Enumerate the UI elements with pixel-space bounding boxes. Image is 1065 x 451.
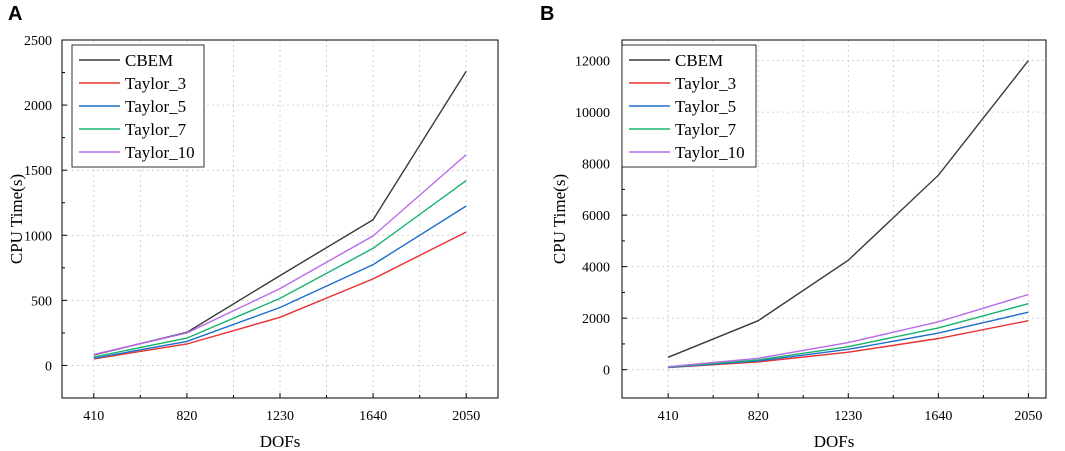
chart-a-y-tick-label: 500 bbox=[31, 294, 52, 309]
chart-a-y-tick-label: 2500 bbox=[24, 34, 52, 49]
chart-b-y-tick-label: 2000 bbox=[582, 312, 610, 327]
chart-a-x-tick-label: 410 bbox=[83, 409, 104, 424]
chart-b-y-tick-label: 12000 bbox=[575, 55, 610, 70]
chart-a-x-tick-label: 820 bbox=[176, 409, 197, 424]
chart-b-series-line-taylor-10 bbox=[668, 293, 1029, 368]
chart-a-legend-label-taylor-10: Taylor_10 bbox=[125, 143, 195, 162]
chart-a-series-line-taylor-5 bbox=[93, 205, 467, 359]
chart-b-x-tick-label: 1640 bbox=[924, 409, 952, 424]
chart-a-x-axis-title: DOFs bbox=[260, 432, 301, 451]
chart-a-series-line-taylor-10 bbox=[93, 154, 467, 356]
chart-b-x-tick-label: 820 bbox=[748, 409, 769, 424]
chart-b-series-line-taylor-5 bbox=[668, 311, 1029, 369]
chart-b-x-tick-label: 2050 bbox=[1014, 409, 1042, 424]
chart-b-x-tick-label: 410 bbox=[658, 409, 679, 424]
chart-b-legend-label-cbem: CBEM bbox=[675, 51, 723, 70]
chart-b-y-tick-label: 0 bbox=[603, 364, 610, 379]
chart-b-legend-label-taylor-5: Taylor_5 bbox=[675, 97, 736, 116]
chart-b-legend-label-taylor-10: Taylor_10 bbox=[675, 143, 745, 162]
chart-a-x-tick-label: 1640 bbox=[359, 409, 387, 424]
chart-b-panel: B 0 2000 4000 6000 8000 10000 12000 410 820 1230 16… bbox=[540, 3, 1047, 451]
chart-a-series-line-taylor-3 bbox=[93, 231, 467, 360]
chart-b-series-line-taylor-7 bbox=[668, 303, 1029, 368]
chart-a-legend-label-taylor-5: Taylor_5 bbox=[125, 97, 186, 116]
chart-b-panel-letter: B bbox=[540, 3, 554, 25]
chart-a-y-tick-label: 0 bbox=[45, 359, 52, 374]
chart-b-series-line-cbem bbox=[667, 60, 1029, 358]
chart-a-y-axis-title: CPU Time(s) bbox=[7, 174, 26, 264]
chart-b-y-tick-label: 6000 bbox=[582, 209, 610, 224]
chart-a-legend-label-taylor-3: Taylor_3 bbox=[125, 74, 186, 93]
chart-b-y-tick-label: 8000 bbox=[582, 158, 610, 173]
chart-b-series-line-taylor-3 bbox=[668, 320, 1029, 369]
chart-b-legend-label-taylor-7: Taylor_7 bbox=[675, 120, 737, 139]
chart-b-legend-label-taylor-3: Taylor_3 bbox=[675, 74, 736, 93]
chart-a-y-tick-label: 1500 bbox=[24, 164, 52, 179]
chart-a-y-tick-label: 1000 bbox=[24, 229, 52, 244]
chart-b-x-tick-label: 1230 bbox=[834, 409, 862, 424]
chart-a-panel-letter: A bbox=[8, 3, 22, 25]
chart-a-x-tick-label: 1230 bbox=[266, 409, 294, 424]
chart-b-plot-frame bbox=[621, 39, 1047, 399]
chart-b-y-tick-label: 4000 bbox=[582, 261, 610, 276]
chart-a-legend-label-taylor-7: Taylor_7 bbox=[125, 120, 187, 139]
chart-b-x-axis-title: DOFs bbox=[814, 432, 855, 451]
chart-b-y-tick-label: 10000 bbox=[575, 106, 610, 121]
chart-b-y-axis-title: CPU Time(s) bbox=[550, 174, 569, 264]
chart-a-legend-label-cbem: CBEM bbox=[125, 51, 173, 70]
chart-a-y-tick-label: 2000 bbox=[24, 99, 52, 114]
chart-a-series-line-taylor-7 bbox=[93, 180, 467, 358]
chart-a-x-tick-label: 2050 bbox=[452, 409, 480, 424]
chart-a-panel: A 0 500 1000 1500 2000 2500 410 820 1230 1640 2050 D… bbox=[7, 3, 499, 451]
